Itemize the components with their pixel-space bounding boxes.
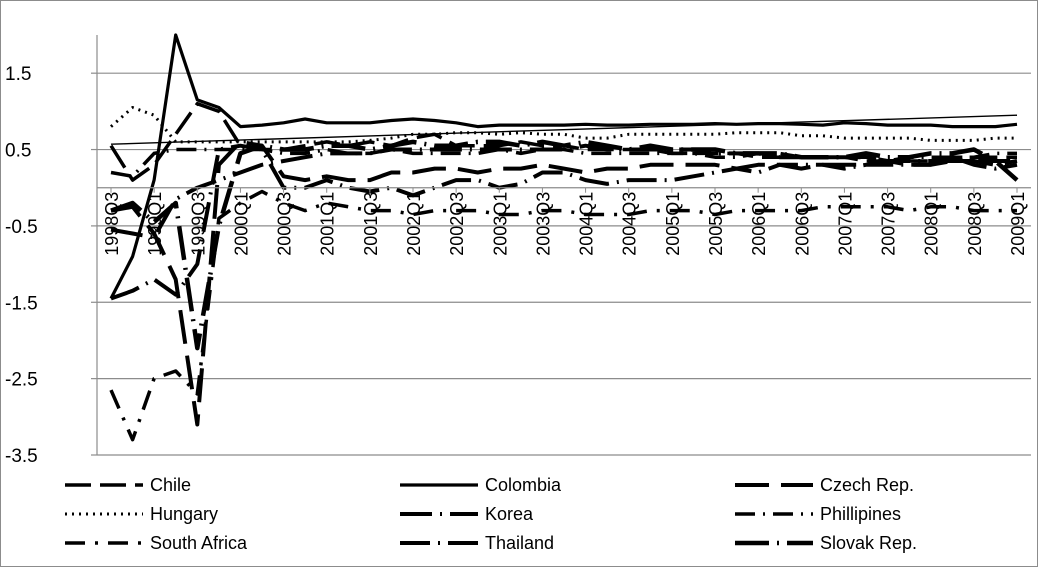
- x-tick-label-5: 2001Q1: [318, 192, 338, 256]
- x-tick-label-21: 2009Q1: [1008, 192, 1028, 256]
- legend-label-phillipines: Phillipines: [820, 504, 901, 524]
- series-line-colombia: [109, 33, 1018, 300]
- series-line-czech-rep-: [110, 139, 1018, 427]
- y-tick-label-3: -1.5: [5, 293, 38, 314]
- legend-label-czech-rep-: Czech Rep.: [820, 475, 914, 495]
- series-line-south-africa: [109, 189, 1017, 442]
- x-tick-label-6: 2001Q3: [361, 192, 381, 256]
- x-tick-label-7: 2002Q1: [404, 192, 424, 256]
- x-tick-label-1: 1999Q1: [145, 192, 165, 256]
- x-tick-label-20: 2008Q3: [965, 192, 985, 256]
- x-tick-label-12: 2004Q3: [620, 192, 640, 256]
- x-tick-label-10: 2003Q3: [533, 192, 553, 256]
- trendline: [110, 114, 1018, 145]
- legend-label-korea: Korea: [485, 504, 534, 524]
- y-tick-label-5: -3.5: [5, 446, 38, 467]
- legend-label-thailand: Thailand: [485, 533, 554, 553]
- y-tick-label-4: -2.5: [5, 370, 38, 391]
- series-line-korea: [110, 143, 1017, 240]
- x-tick-label-19: 2008Q1: [922, 192, 942, 256]
- legend-label-south-africa: South Africa: [150, 533, 248, 553]
- x-tick-label-17: 2007Q1: [835, 192, 855, 256]
- x-tick-label-9: 2003Q1: [490, 192, 510, 256]
- series-line-hungary: [110, 106, 1017, 144]
- x-tick-label-2: 1999Q3: [188, 192, 208, 256]
- x-tick-label-16: 2006Q3: [792, 192, 812, 256]
- series-line-phillipines: [110, 147, 1017, 179]
- legend-label-hungary: Hungary: [150, 504, 218, 524]
- x-tick-label-18: 2007Q3: [879, 192, 899, 256]
- x-tick-label-15: 2006Q1: [749, 192, 769, 256]
- gridlines: [97, 72, 1031, 456]
- legend-label-chile: Chile: [150, 475, 191, 495]
- legend-label-slovak-rep-: Slovak Rep.: [820, 533, 917, 553]
- x-tick-label-14: 2005Q3: [706, 192, 726, 256]
- x-tick-label-13: 2005Q1: [663, 192, 683, 256]
- legend-label-colombia: Colombia: [485, 475, 562, 495]
- y-tick-label-1: 0.5: [5, 141, 31, 162]
- series-line-thailand: [110, 143, 1018, 301]
- x-tick-label-4: 2000Q3: [275, 192, 295, 256]
- x-tick-label-3: 2000Q1: [231, 192, 251, 256]
- x-tick-label-11: 2004Q1: [577, 192, 597, 256]
- y-tick-label-0: 1.5: [5, 64, 31, 85]
- x-tick-label-8: 2002Q3: [447, 192, 467, 256]
- y-tick-label-2: -0.5: [5, 217, 38, 238]
- legend: Chile Colombia Czech Rep. Hungary Korea Phill…: [65, 475, 917, 553]
- series-line-slovak-rep-: [110, 139, 1019, 351]
- trendline-layer: [110, 114, 1018, 145]
- series-lines: [109, 33, 1019, 442]
- axes: [96, 35, 1031, 455]
- x-axis-ticks: 1998Q3 1999Q1 1999Q3 2000Q1 2000Q3 2001Q1 2001…: [102, 187, 1028, 256]
- x-tick-label-0: 1998Q3: [102, 192, 122, 256]
- y-axis-ticks: 1.5 0.5 -0.5 -1.5 -2.5 -3.5: [5, 64, 97, 467]
